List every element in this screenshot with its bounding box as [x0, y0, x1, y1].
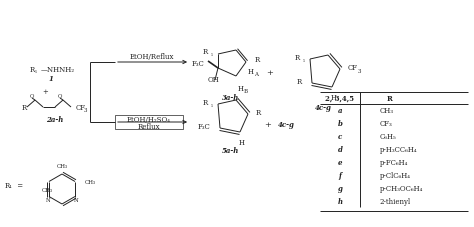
- Text: CH₃: CH₃: [56, 164, 68, 169]
- Text: R: R: [295, 54, 300, 62]
- Text: e: e: [338, 158, 342, 166]
- Text: b: b: [337, 119, 342, 127]
- Text: +: +: [264, 121, 272, 128]
- Text: ₁: ₁: [211, 51, 213, 56]
- Text: R: R: [22, 104, 27, 111]
- Text: R: R: [297, 78, 302, 86]
- Text: CF: CF: [348, 64, 358, 72]
- Text: CF: CF: [76, 104, 86, 111]
- Text: Reflux: Reflux: [137, 122, 160, 131]
- Text: N: N: [73, 197, 78, 202]
- Text: 4c-g: 4c-g: [315, 104, 331, 111]
- Text: 1: 1: [48, 75, 54, 83]
- Text: OH: OH: [208, 76, 220, 84]
- Text: +: +: [42, 88, 48, 96]
- FancyBboxPatch shape: [115, 116, 183, 129]
- Text: R: R: [203, 48, 208, 56]
- Text: CF₃: CF₃: [380, 119, 393, 127]
- Text: R₁: R₁: [5, 181, 13, 189]
- Text: H: H: [239, 138, 245, 146]
- Text: R: R: [256, 109, 261, 116]
- Text: CH₃: CH₃: [85, 179, 96, 184]
- Text: N: N: [46, 197, 50, 202]
- Text: C₆H₅: C₆H₅: [380, 132, 397, 140]
- Text: CH₃: CH₃: [380, 106, 394, 114]
- Text: 2a-h: 2a-h: [46, 116, 64, 123]
- Text: 3: 3: [84, 107, 88, 112]
- Text: H: H: [248, 68, 254, 76]
- Text: h: h: [337, 197, 343, 205]
- Text: 2-thienyl: 2-thienyl: [380, 197, 411, 205]
- Text: B: B: [244, 88, 248, 93]
- Text: H: H: [238, 85, 244, 93]
- Text: p-CH₃OC₆H₄: p-CH₃OC₆H₄: [380, 184, 423, 192]
- Text: EtOH/H₂SO₄: EtOH/H₂SO₄: [127, 116, 171, 123]
- Text: ₁: ₁: [303, 57, 305, 62]
- Text: 3: 3: [358, 68, 362, 73]
- Text: 3a-h: 3a-h: [222, 94, 240, 101]
- Text: O: O: [30, 93, 34, 98]
- Text: 2, 3,4,5: 2, 3,4,5: [326, 95, 355, 103]
- Text: EtOH/Reflux: EtOH/Reflux: [130, 53, 174, 61]
- Text: p-FC₆H₄: p-FC₆H₄: [380, 158, 409, 166]
- Text: R: R: [387, 95, 393, 103]
- Text: O: O: [58, 93, 62, 98]
- Text: R: R: [255, 56, 260, 64]
- Text: f: f: [338, 171, 341, 179]
- Text: c: c: [338, 132, 342, 140]
- Text: F₃C: F₃C: [197, 122, 210, 131]
- Text: ₁: ₁: [211, 102, 213, 107]
- Text: p-ClC₆H₄: p-ClC₆H₄: [380, 171, 411, 179]
- Text: —NHNH₂: —NHNH₂: [41, 66, 75, 74]
- Text: R: R: [203, 99, 208, 106]
- Text: A: A: [254, 71, 258, 76]
- Text: CH₃: CH₃: [41, 187, 53, 192]
- Text: g: g: [337, 184, 342, 192]
- Text: +: +: [266, 69, 273, 77]
- Text: =: =: [15, 181, 23, 189]
- Text: 5a-h: 5a-h: [222, 146, 240, 154]
- Text: F₃C: F₃C: [191, 60, 204, 68]
- Text: p-H₃CC₆H₄: p-H₃CC₆H₄: [380, 145, 418, 153]
- Text: d: d: [337, 145, 342, 153]
- Text: R: R: [30, 66, 35, 74]
- Text: H: H: [331, 94, 337, 101]
- Text: 4c-g: 4c-g: [278, 121, 294, 128]
- Text: a: a: [338, 106, 342, 114]
- Text: ₁: ₁: [35, 68, 37, 73]
